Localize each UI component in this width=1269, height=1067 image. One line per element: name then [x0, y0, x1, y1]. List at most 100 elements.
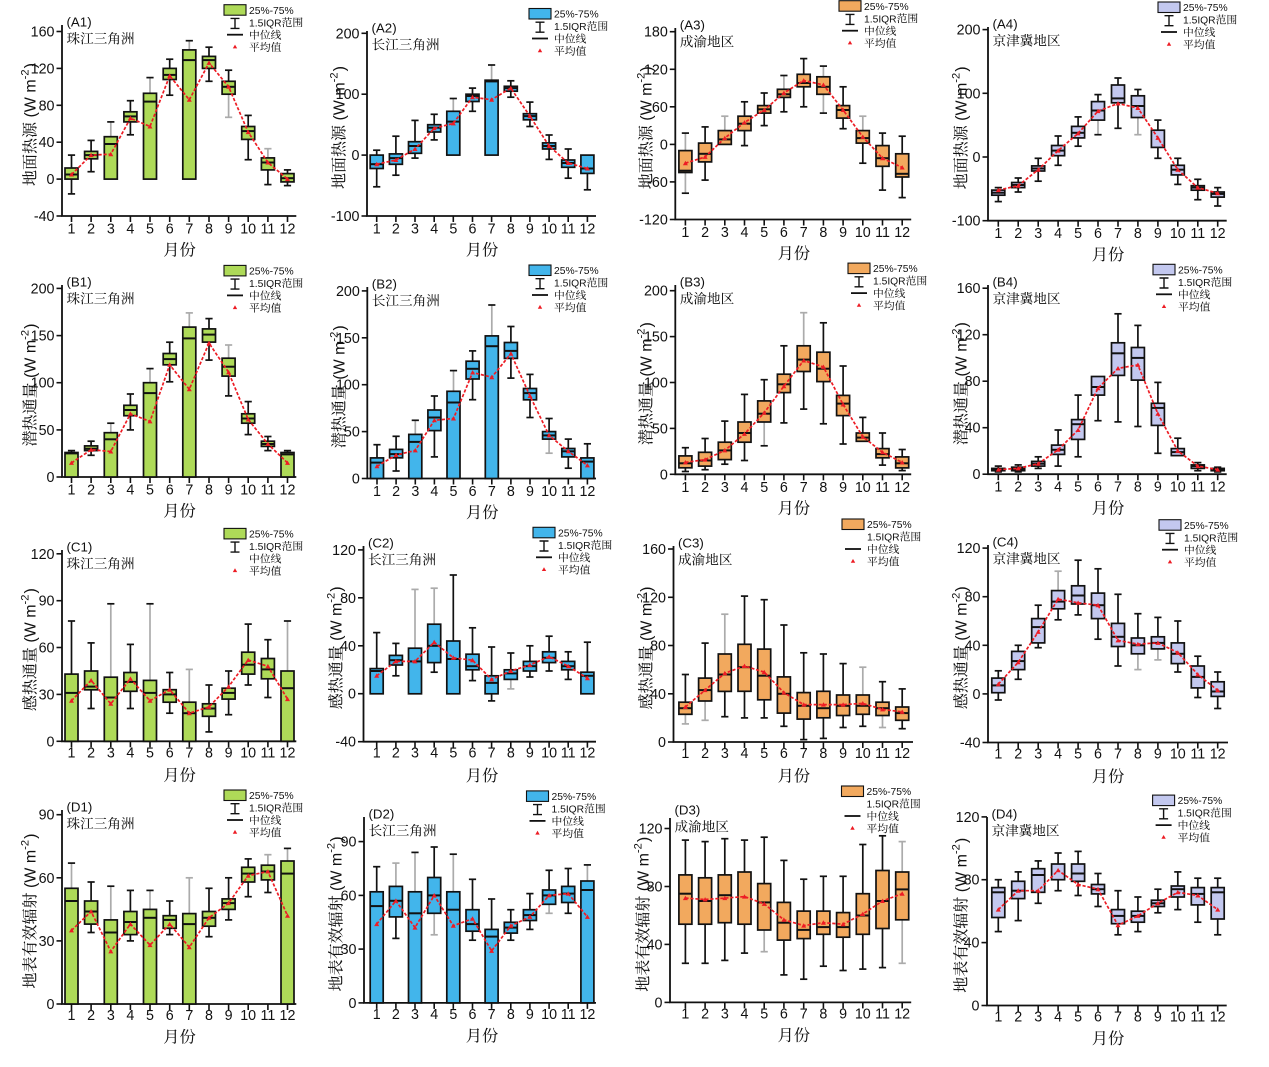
svg-text:9: 9	[526, 746, 534, 762]
svg-text:6: 6	[780, 746, 788, 762]
svg-text:(D3): (D3)	[675, 803, 701, 818]
svg-text:150: 150	[644, 330, 668, 346]
svg-text:40: 40	[964, 936, 980, 952]
svg-text:3: 3	[721, 1006, 729, 1022]
svg-text:0: 0	[47, 470, 55, 486]
svg-text:-60: -60	[647, 175, 668, 191]
svg-text:8: 8	[1134, 1010, 1142, 1026]
svg-text:): )	[332, 325, 349, 330]
svg-text:3: 3	[411, 746, 419, 762]
svg-text:2: 2	[701, 746, 709, 762]
svg-text:7: 7	[488, 746, 496, 762]
svg-text:9: 9	[1154, 747, 1162, 763]
svg-text:11: 11	[875, 746, 890, 762]
svg-text:90: 90	[341, 835, 357, 851]
svg-text:10: 10	[855, 1006, 871, 1022]
svg-text:-2: -2	[951, 329, 963, 339]
svg-text:12: 12	[1210, 1010, 1226, 1026]
svg-text:200: 200	[31, 281, 55, 297]
svg-text:120: 120	[957, 328, 981, 344]
svg-text:7: 7	[185, 1008, 193, 1024]
svg-text:1.5IQR: 1.5IQR	[249, 279, 282, 290]
svg-text:90: 90	[39, 808, 55, 824]
svg-text:3: 3	[1034, 226, 1042, 242]
svg-text:12: 12	[280, 745, 296, 761]
svg-text:11: 11	[875, 225, 890, 241]
svg-text:): )	[23, 588, 40, 593]
svg-text:10: 10	[541, 1007, 557, 1023]
svg-text:5: 5	[760, 225, 768, 241]
svg-text:): )	[329, 836, 346, 841]
svg-text:3: 3	[107, 745, 115, 761]
svg-text:12: 12	[1210, 747, 1226, 763]
svg-text:80: 80	[39, 98, 55, 114]
svg-text:1.5IQR: 1.5IQR	[249, 18, 282, 29]
svg-text:11: 11	[875, 480, 890, 496]
svg-text:1.5IQR: 1.5IQR	[864, 14, 897, 25]
svg-text:6: 6	[469, 1007, 477, 1023]
svg-text:-2: -2	[329, 332, 341, 342]
svg-text:80: 80	[340, 591, 356, 607]
svg-text:120: 120	[644, 62, 668, 78]
svg-text:160: 160	[31, 25, 55, 41]
svg-text:0: 0	[349, 996, 357, 1012]
svg-text:0: 0	[660, 467, 668, 483]
svg-text:0: 0	[348, 687, 356, 703]
svg-text:-2: -2	[20, 595, 32, 605]
svg-text:9: 9	[839, 225, 847, 241]
svg-text:-2: -2	[636, 593, 648, 603]
svg-text:40: 40	[965, 638, 981, 654]
svg-text:25%-75%: 25%-75%	[554, 266, 599, 277]
svg-text:3: 3	[107, 483, 115, 499]
svg-text:4: 4	[126, 483, 134, 499]
svg-text:40: 40	[965, 421, 981, 437]
svg-text:7: 7	[1114, 480, 1122, 496]
svg-text:7: 7	[800, 225, 808, 241]
svg-text:8: 8	[819, 1006, 827, 1022]
svg-text:): )	[23, 834, 40, 839]
svg-text:10: 10	[541, 746, 557, 762]
svg-text:2: 2	[87, 483, 95, 499]
svg-text:-2: -2	[636, 73, 648, 83]
svg-text:(A3): (A3)	[680, 18, 705, 33]
svg-text:30: 30	[341, 942, 357, 958]
svg-text:120: 120	[31, 61, 55, 77]
svg-text:9: 9	[526, 222, 534, 238]
svg-text:2: 2	[392, 484, 400, 500]
svg-text:(A4): (A4)	[993, 17, 1018, 32]
svg-text:1.5IQR: 1.5IQR	[1183, 16, 1216, 27]
svg-text:): )	[332, 66, 349, 71]
svg-text:2: 2	[392, 222, 400, 238]
svg-text:1: 1	[68, 745, 76, 761]
svg-text:9: 9	[1154, 1010, 1162, 1026]
svg-text:100: 100	[644, 376, 668, 392]
svg-text:9: 9	[526, 484, 534, 500]
svg-text:7: 7	[185, 222, 193, 238]
svg-text:10: 10	[855, 746, 871, 762]
svg-text:40: 40	[650, 687, 666, 703]
svg-text:-2: -2	[20, 69, 32, 79]
svg-text:5: 5	[449, 1007, 457, 1023]
svg-text:4: 4	[430, 222, 438, 238]
svg-text:6: 6	[469, 484, 477, 500]
svg-text:(A2): (A2)	[372, 21, 397, 36]
svg-text:90: 90	[39, 594, 55, 610]
svg-text:-100: -100	[952, 214, 981, 230]
svg-text:100: 100	[336, 87, 360, 103]
svg-text:8: 8	[507, 746, 515, 762]
svg-text:3: 3	[721, 480, 729, 496]
svg-text:-2: -2	[636, 329, 648, 339]
svg-text:1: 1	[994, 1010, 1002, 1026]
svg-text:1: 1	[373, 222, 381, 238]
svg-text:3: 3	[1034, 480, 1042, 496]
svg-text:5: 5	[449, 222, 457, 238]
svg-text:(W m: (W m	[332, 342, 349, 385]
svg-text:150: 150	[336, 331, 360, 347]
svg-text:0: 0	[47, 734, 55, 750]
svg-text:9: 9	[225, 745, 233, 761]
svg-text:80: 80	[964, 873, 980, 889]
svg-text:11: 11	[260, 483, 275, 499]
svg-text:0: 0	[660, 137, 668, 153]
svg-text:1.5IQR: 1.5IQR	[554, 279, 587, 290]
svg-text:120: 120	[31, 547, 55, 563]
